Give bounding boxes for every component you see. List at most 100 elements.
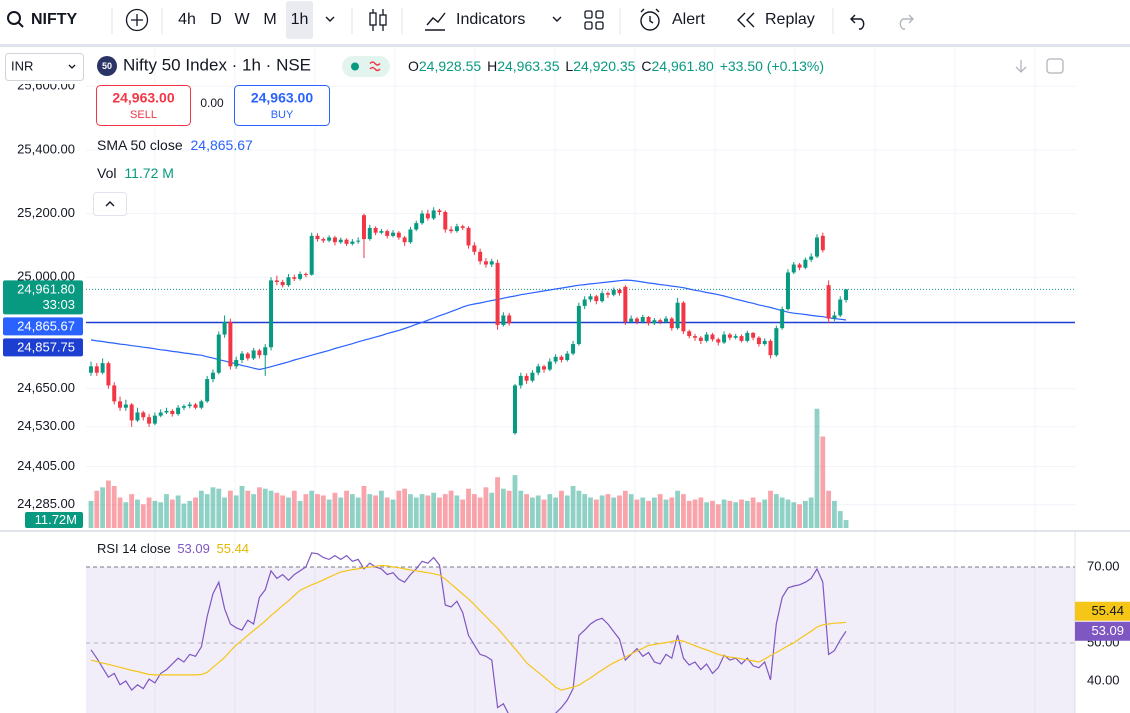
interval[interactable]: 4h [178, 11, 196, 28]
volume-bar [431, 492, 437, 528]
chart-type-button[interactable] [369, 9, 387, 31]
candle-body [286, 277, 291, 286]
interval[interactable]: M [263, 11, 276, 28]
countdown: 33:03 [42, 297, 75, 312]
volume-bar [286, 497, 291, 528]
status-pill[interactable] [342, 56, 390, 77]
volume-bar [646, 500, 651, 528]
volume-bar [535, 495, 541, 528]
candle-body [716, 339, 721, 343]
candle-body [106, 363, 111, 386]
redo[interactable] [899, 14, 914, 30]
buy-button[interactable]: 24,963.00 BUY [234, 85, 330, 126]
volume-bar [837, 511, 843, 528]
active-interval-bg [286, 1, 313, 39]
volume-bar [692, 499, 698, 528]
chevron[interactable] [325, 16, 335, 22]
volume-bar [361, 485, 367, 528]
volume-bar [338, 497, 344, 528]
candle-body [414, 223, 419, 230]
collapse-button[interactable] [93, 192, 127, 216]
volume-bar [686, 500, 692, 528]
volume-bar [773, 494, 779, 528]
chevron [105, 201, 115, 207]
compare-button[interactable] [125, 8, 149, 32]
rsi-badge-label: 55.44 [1091, 603, 1124, 618]
candle-body [176, 407, 181, 415]
candle-body [309, 235, 314, 275]
candle-body [571, 344, 576, 354]
volume-bar [460, 499, 466, 528]
candle-body [663, 318, 668, 322]
symbol-search[interactable]: NIFTY [7, 11, 78, 28]
volume-bar [820, 436, 826, 528]
volume-bar [808, 497, 814, 528]
candle-body [228, 321, 233, 367]
candle-body [123, 404, 128, 408]
candle-body [292, 277, 297, 279]
interval[interactable]: W [234, 11, 250, 28]
candle-body [245, 353, 250, 359]
grid-icon [595, 21, 604, 30]
candle-body [844, 289, 849, 300]
volume-bar [257, 487, 262, 528]
chevron[interactable] [552, 16, 562, 22]
interval[interactable]: D [210, 11, 222, 28]
currency: INR [11, 58, 33, 73]
undo[interactable] [850, 14, 865, 30]
candle-body [687, 331, 692, 337]
alert-icon [640, 8, 660, 24]
indicators-button[interactable]: Indicators [425, 11, 525, 31]
volume-bar [541, 499, 547, 528]
candle-body [321, 239, 326, 241]
volume-bar [762, 499, 768, 528]
price-badge-label: 24,961.80 [17, 281, 75, 296]
rsi-label: RSI 14 close [97, 541, 171, 556]
currency-select[interactable]: INR [5, 53, 84, 81]
volume-bar [216, 488, 222, 528]
candle-body [431, 210, 436, 219]
y-tick-label: 24,530.00 [17, 418, 75, 433]
volume-bar [826, 490, 832, 528]
ohlc-key: C [641, 58, 651, 74]
candle-body [210, 372, 215, 380]
select-box [5, 53, 84, 81]
candle-body [745, 332, 750, 341]
scroll-button[interactable] [1015, 60, 1027, 73]
sell-button[interactable]: 24,963.00 SELL [96, 85, 191, 126]
layout-button[interactable] [584, 10, 604, 30]
price-badge-label: 24,857.75 [17, 339, 75, 354]
candle-body [722, 334, 727, 343]
candle-body [181, 406, 186, 408]
volume-bar [559, 490, 564, 528]
candle-body [536, 366, 541, 373]
alert-button[interactable]: Alert [640, 8, 705, 31]
volume-bar [640, 497, 646, 528]
candle-body [269, 280, 274, 348]
candle-body [408, 229, 413, 243]
ohlc-value: 24,928.55 [419, 58, 481, 74]
toolbar-bg [0, 0, 1130, 44]
candle-body [373, 227, 378, 233]
active-interval[interactable]: 1h [286, 1, 313, 39]
ohlc-change: +33.50 (+0.13%) [720, 58, 824, 74]
volume-bar [320, 495, 326, 528]
candle-body [454, 226, 459, 232]
candle-body [530, 372, 535, 381]
candle-body [361, 215, 366, 240]
volume-bar [396, 490, 402, 528]
volume-bar [135, 499, 140, 528]
volume-bar [495, 477, 500, 528]
grid-icon [584, 21, 593, 30]
candle-body [344, 239, 349, 244]
volume-bar [146, 497, 152, 528]
candle-body [762, 340, 767, 345]
volume-bar [518, 490, 524, 528]
replay-button[interactable]: Replay [737, 11, 815, 28]
volume-bar [477, 497, 483, 528]
volume-bar [233, 495, 239, 528]
volume-bar [698, 497, 704, 528]
y-tick-label: 40.00 [1087, 672, 1120, 687]
maximize-button[interactable] [1046, 58, 1064, 74]
volume-bar [739, 499, 744, 528]
